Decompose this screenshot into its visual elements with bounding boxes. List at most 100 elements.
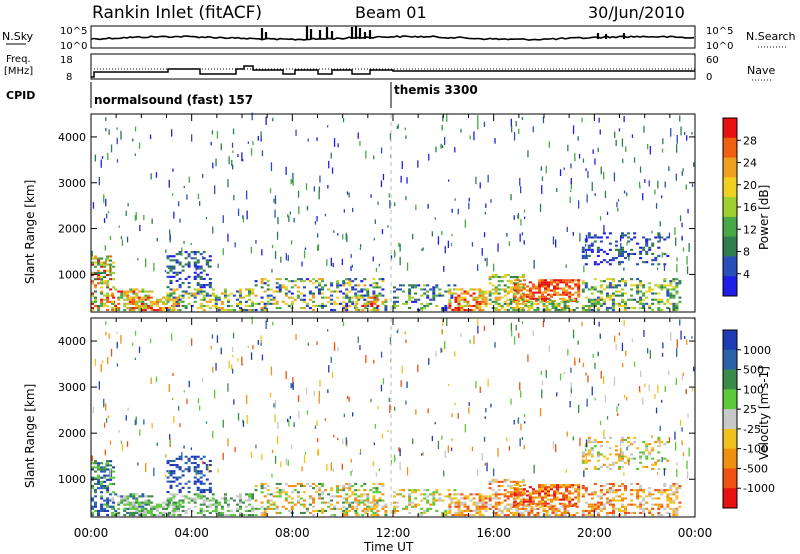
echo-cell [472,296,476,299]
echo-cell [147,499,151,502]
echo-cell [196,495,200,498]
echo-cell [497,243,499,252]
echo-cell [554,507,558,510]
echo-cell [348,278,352,281]
echo-cell [515,307,519,310]
echo-cell [645,457,649,460]
echo-cell [593,286,597,289]
echo-cell [678,485,682,488]
echo-cell [435,499,439,502]
echo-cell [333,138,336,147]
echo-cell [330,503,334,506]
echo-cell [94,154,96,162]
echo-cell [370,514,374,517]
echo-cell [528,293,532,296]
echo-cell [108,333,110,339]
echo-cell [246,210,248,220]
echo-cell [521,309,525,312]
echo-cell [348,505,352,508]
echo-cell [639,298,643,301]
echo-cell [645,501,649,504]
echo-cell [351,288,355,291]
echo-cell [451,438,453,441]
echo-cell [172,472,176,475]
echo-cell [563,509,567,512]
echo-cell [357,336,359,343]
echo-cell [672,278,676,281]
echo-cell [570,386,572,394]
echo-cell [608,482,612,485]
echo-cell [432,495,436,498]
echo-cell [314,221,317,225]
echo-cell [172,275,176,278]
echo-cell [226,505,230,508]
echo-cell [536,302,540,305]
echo-cell [191,134,193,142]
echo-cell [657,505,661,508]
echo-cell [477,319,479,326]
echo-cell [541,297,544,300]
echo-cell [363,298,367,301]
echo-cell [109,493,113,496]
echo-cell [657,284,661,287]
echo-cell [378,263,380,267]
echo-cell [393,491,396,494]
echo-cell [528,492,532,495]
echo-cell [94,495,97,498]
echo-cell [611,503,615,506]
echo-cell [590,507,594,510]
echo-cell [373,442,375,446]
echo-cell [654,292,658,295]
echo-cell [91,476,94,479]
echo-cell [260,286,264,289]
echo-cell [214,307,218,310]
echo-cell [460,292,464,295]
echo-cell [581,487,585,490]
echo-cell [512,497,516,500]
echo-cell [639,284,643,287]
echo-cell [165,454,167,458]
echo-cell [293,489,297,492]
echo-cell [396,304,399,307]
echo-cell [666,284,670,287]
echo-cell [327,125,329,128]
echo-cell [155,172,158,178]
echo-cell [321,302,324,305]
echo-cell [651,288,655,291]
echo-cell [94,489,97,492]
echo-cell [417,364,419,372]
echo-cell [484,290,488,293]
echo-cell [453,489,457,492]
echo-cell [675,482,679,485]
echo-cell [284,491,288,494]
echo-cell [565,469,567,473]
echo-cell [144,503,148,506]
echo-cell [672,296,676,299]
echo-cell [541,389,543,399]
echo-cell [351,485,355,488]
echo-cell [169,459,173,462]
echo-cell [475,509,479,512]
echo-cell [587,459,591,462]
echo-cell [660,489,664,492]
echo-cell [512,292,516,295]
echo-cell [630,294,634,297]
echo-cell [547,490,550,493]
echo-cell [663,489,667,492]
echo-cell [337,143,339,148]
echo-cell [602,436,606,439]
echo-cell [404,127,406,131]
echo-cell [375,491,379,494]
echo-cell [330,487,334,490]
echo-cell [510,322,512,332]
echo-cell [460,493,464,496]
echo-cell [361,296,365,299]
echo-cell [679,215,682,222]
echo-cell [315,280,318,283]
colorbar-swatch [723,216,737,238]
echo-cell [605,441,609,444]
echo-cell [140,309,144,312]
echo-cell [657,309,661,312]
echo-cell [321,280,324,283]
echo-cell [565,264,567,268]
